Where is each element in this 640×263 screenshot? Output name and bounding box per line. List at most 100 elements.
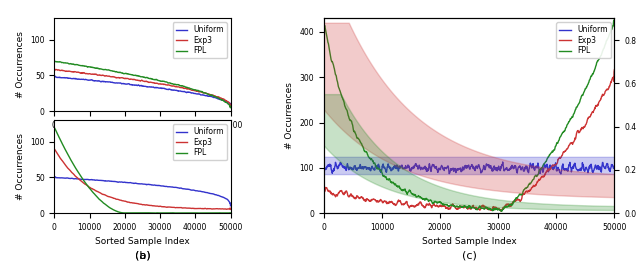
Uniform [227,103,234,107]
FPL [320,22,328,25]
FPL [152,211,159,215]
Uniform [128,84,136,87]
FPL [448,204,456,207]
X-axis label: Sorted Sample Index: Sorted Sample Index [95,237,190,246]
Uniform [68,177,76,180]
Exp3 [227,104,234,107]
Uniform [320,171,328,174]
Legend: Uniform, Exp3, FPL: Uniform, Exp3, FPL [173,124,227,160]
FPL [227,211,234,215]
Uniform [349,168,357,171]
Legend: Uniform, Exp3, FPL: Uniform, Exp3, FPL [173,22,227,58]
Exp3 [520,192,527,195]
FPL [188,211,196,215]
Y-axis label: % Mislabeled: % Mislabeled [638,86,640,146]
Exp3 [122,200,129,203]
Uniform [557,172,564,175]
Uniform [611,164,618,168]
FPL [128,73,136,76]
Line: Exp3: Exp3 [54,69,230,106]
FPL [68,63,76,66]
FPL [51,60,58,63]
Exp3 [172,206,179,209]
Y-axis label: # Occurrences: # Occurrences [15,133,24,200]
Exp3 [128,78,136,81]
Exp3 [51,148,58,151]
Exp3 [191,89,199,92]
Exp3 [51,67,58,70]
Exp3 [349,196,357,199]
Uniform [191,189,199,192]
Exp3 [438,205,445,208]
Line: FPL: FPL [54,128,230,213]
Uniform [552,163,560,166]
Exp3 [188,89,196,92]
FPL [611,19,618,22]
FPL [349,129,357,132]
Uniform [68,77,76,80]
Exp3 [122,77,129,80]
FPL [498,210,506,213]
Line: FPL: FPL [54,61,230,108]
X-axis label: Sorted Sample Index: Sorted Sample Index [422,237,516,246]
Text: (c): (c) [461,250,477,260]
Exp3 [448,204,456,207]
FPL [51,126,58,129]
Exp3 [172,85,179,88]
Exp3 [547,166,554,169]
Exp3 [611,68,618,71]
Uniform [188,92,196,95]
FPL [191,88,199,91]
Exp3 [68,70,76,73]
Y-axis label: # Occurrences: # Occurrences [285,82,294,149]
Line: Uniform: Uniform [324,162,614,174]
Legend: Uniform, Exp3, FPL: Uniform, Exp3, FPL [556,22,611,58]
Uniform [51,175,59,178]
Uniform [172,89,179,92]
Uniform [448,168,456,171]
Uniform [122,181,130,184]
Exp3 [227,208,234,211]
Uniform [227,104,234,107]
FPL [547,152,554,155]
FPL [51,60,58,63]
Uniform [227,204,234,207]
FPL [438,201,445,205]
FPL [122,72,130,75]
Uniform [51,75,58,78]
FPL [552,144,560,148]
FPL [227,106,234,109]
Uniform [520,170,527,173]
Uniform [499,160,506,164]
Uniform [122,83,130,86]
Uniform [172,186,179,189]
Text: (b): (b) [134,250,150,260]
Uniform [128,181,136,185]
Y-axis label: # Occurrences: # Occurrences [15,31,24,98]
FPL [172,211,179,215]
Exp3 [497,210,505,213]
Line: FPL: FPL [324,20,614,211]
FPL [520,188,527,191]
Exp3 [188,207,196,210]
FPL [610,18,618,22]
Exp3 [68,171,76,175]
Line: Exp3: Exp3 [54,149,230,209]
Uniform [51,176,58,180]
FPL [128,211,136,215]
Text: (a): (a) [134,250,150,260]
Line: Exp3: Exp3 [324,70,614,211]
FPL [68,161,76,164]
FPL [188,87,196,90]
FPL [122,211,129,215]
Exp3 [552,163,560,166]
FPL [191,211,199,215]
FPL [172,83,179,86]
Exp3 [191,207,199,210]
Uniform [51,74,59,78]
Exp3 [320,186,328,189]
Line: Uniform: Uniform [54,177,230,206]
Line: Uniform: Uniform [54,76,230,105]
Uniform [191,92,199,95]
Uniform [438,164,445,168]
